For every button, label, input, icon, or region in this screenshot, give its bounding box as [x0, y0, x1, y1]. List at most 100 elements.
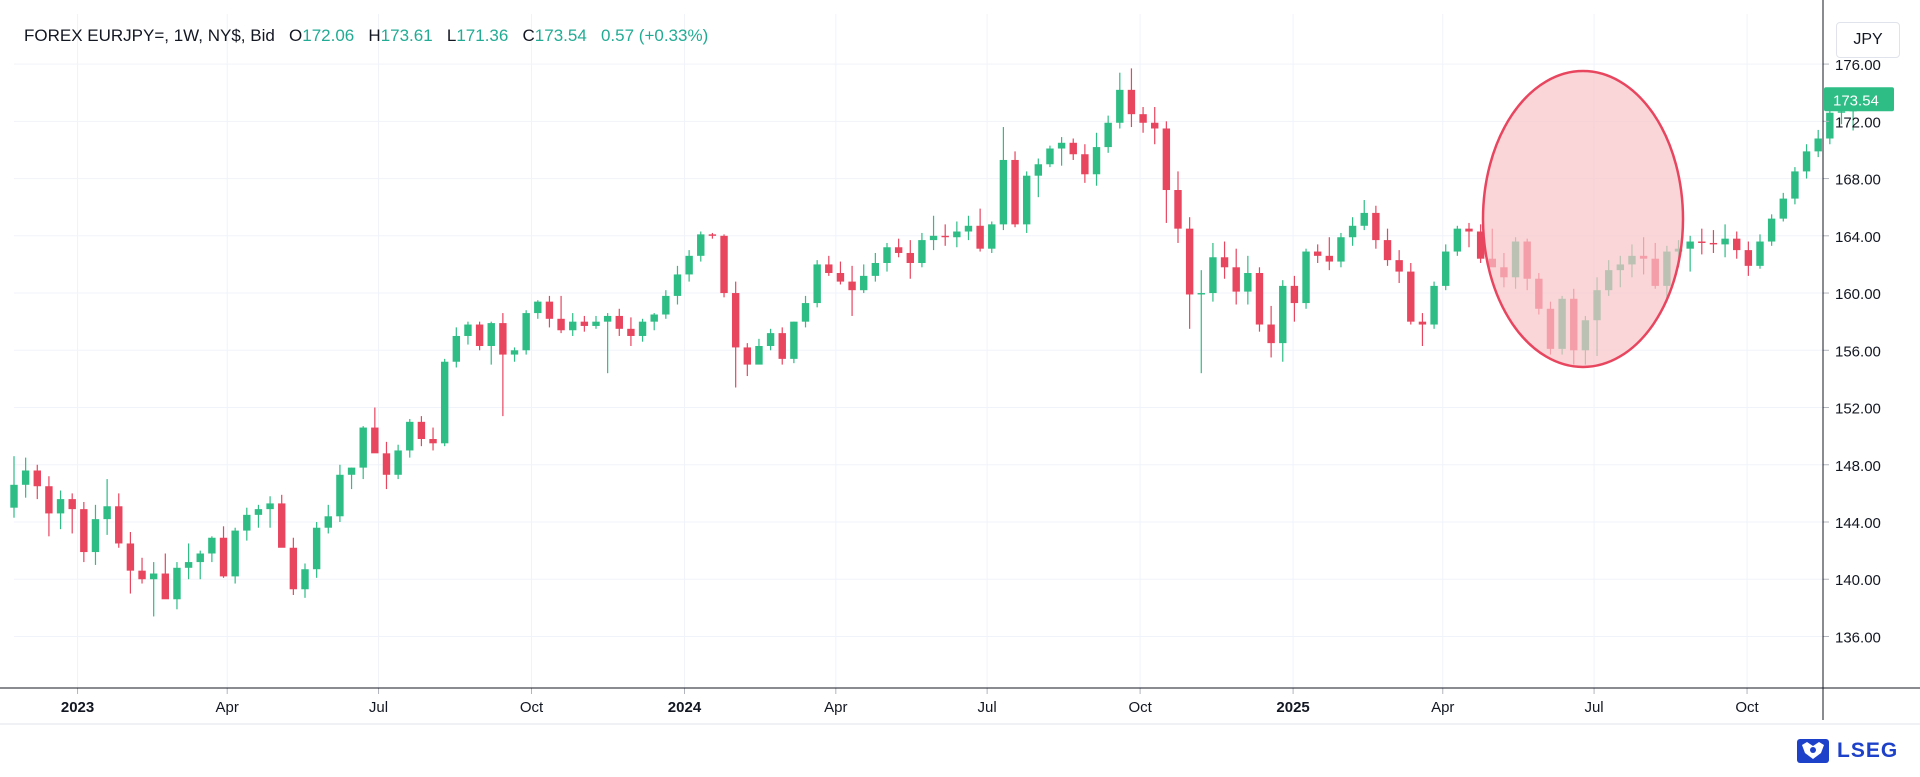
candle [1372, 205, 1380, 249]
candle-body [1721, 238, 1729, 245]
candle-body [1034, 164, 1043, 176]
candle [429, 427, 437, 451]
candle [301, 563, 309, 598]
candle-body [1267, 324, 1275, 344]
candle [1337, 232, 1345, 268]
candle [10, 456, 18, 518]
candle-body [1372, 212, 1380, 241]
symbol-label: FOREX EURJPY=, 1W, NY$, Bid [24, 26, 275, 45]
currency-unit-button[interactable]: JPY [1836, 22, 1900, 58]
candle [33, 464, 41, 500]
x-tick-label: Jul [369, 699, 388, 716]
candle-body [126, 543, 135, 571]
candle-body [720, 235, 728, 294]
candle-body [1709, 242, 1718, 245]
candle-body [1756, 241, 1764, 266]
candle [766, 328, 775, 351]
x-tick-label: 2025 [1276, 699, 1309, 716]
candle-body [1116, 89, 1124, 123]
candle-body [1081, 154, 1089, 175]
x-tick-label: Apr [216, 699, 239, 716]
candle [1476, 224, 1485, 263]
candle [417, 416, 426, 447]
candle [1407, 262, 1415, 325]
candle [149, 562, 158, 617]
candle-body [755, 345, 763, 365]
candle-body [1220, 257, 1229, 268]
candle [883, 242, 891, 272]
candle-body [1139, 114, 1147, 123]
candle-body [1185, 228, 1194, 295]
candle-body [1244, 273, 1252, 292]
candle [1116, 72, 1124, 129]
last-price-label: 173.54 [1833, 92, 1879, 109]
x-tick-label: Jul [1584, 699, 1603, 716]
candle-body [254, 509, 263, 515]
candle [1244, 255, 1252, 305]
candle [871, 252, 880, 282]
candle [545, 295, 554, 328]
candle [196, 550, 204, 580]
candle [475, 321, 484, 351]
candle [953, 221, 961, 248]
candle-body [766, 333, 775, 346]
candle-body [1733, 238, 1741, 251]
y-tick-label: 164.00 [1835, 229, 1881, 246]
candle [289, 537, 298, 595]
candle-body [592, 321, 600, 326]
candle [1022, 171, 1031, 233]
candle-body [1209, 257, 1217, 294]
y-tick-label: 172.00 [1835, 114, 1881, 131]
candle [1162, 121, 1171, 223]
candle-body [1127, 89, 1136, 115]
candle [790, 321, 798, 364]
candle [615, 308, 623, 336]
candle [103, 479, 111, 535]
y-tick-label: 152.00 [1835, 401, 1881, 418]
candle [184, 543, 193, 580]
candle [697, 231, 705, 262]
candle-body [68, 499, 76, 510]
candle-body [848, 281, 856, 291]
close-value: 173.54 [534, 26, 587, 45]
candle [1802, 144, 1811, 179]
candle-body [371, 427, 379, 454]
candle-body [1325, 255, 1334, 262]
candle-body [1197, 293, 1205, 295]
candle [382, 441, 391, 490]
candle [662, 290, 670, 319]
candle-body [1395, 260, 1403, 272]
candle-body [1383, 240, 1392, 261]
candle-body [208, 537, 216, 554]
candle-body [894, 247, 903, 253]
x-tick-label: Oct [1735, 699, 1759, 716]
candle-body [115, 506, 123, 544]
candle-body [1069, 142, 1077, 155]
candle [1046, 145, 1054, 168]
candle [499, 313, 507, 417]
candle-body [673, 274, 682, 296]
candle [324, 504, 332, 534]
candle-body [161, 573, 170, 600]
candle-body [91, 519, 100, 553]
x-tick-label: Oct [520, 699, 544, 716]
candle [1383, 228, 1392, 266]
candle [1092, 132, 1101, 186]
candle-body [545, 301, 554, 319]
candle-body [301, 569, 309, 590]
candle [1791, 167, 1799, 205]
candle-body [1360, 212, 1368, 226]
candle [1779, 192, 1787, 222]
candle-body [813, 264, 821, 304]
x-tick-label: 2024 [668, 699, 702, 716]
open-label: O [289, 26, 303, 45]
candle-body [33, 470, 41, 487]
candle-body [21, 470, 30, 485]
highlight-ellipse [1481, 69, 1685, 369]
candle [569, 313, 577, 336]
candle [1767, 214, 1776, 246]
candle [173, 562, 181, 610]
candle [1255, 267, 1264, 332]
